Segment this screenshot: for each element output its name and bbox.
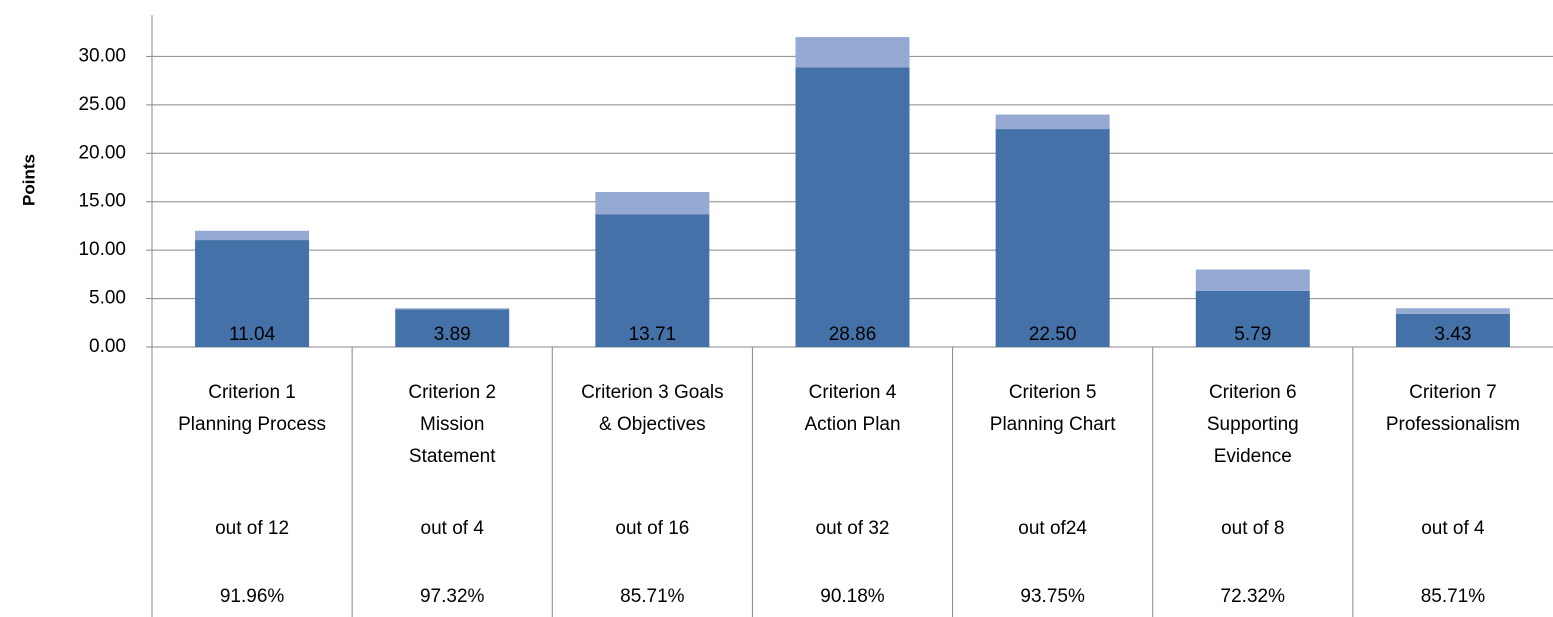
value-label: 28.86	[829, 324, 877, 345]
x-tick-label: Criterion 7	[1409, 382, 1497, 403]
y-tick-label: 20.00	[78, 142, 126, 163]
x-tick-label: & Objectives	[599, 414, 706, 435]
out-of-label: out of24	[1018, 518, 1087, 539]
value-label: 3.43	[1434, 324, 1471, 345]
x-tick-label: Criterion 4	[809, 382, 897, 403]
percent-label: 91.96%	[220, 586, 285, 607]
percent-label: 85.71%	[1421, 586, 1486, 607]
bar-segment	[1195, 290, 1310, 347]
x-tick-label: Supporting	[1207, 414, 1299, 435]
out-of-label: out of 32	[816, 518, 890, 539]
bar-segment	[395, 309, 510, 347]
x-tick-label: Criterion 3 Goals	[581, 382, 724, 403]
x-tick-label: Criterion 5	[1009, 382, 1097, 403]
value-label: 11.04	[229, 324, 276, 345]
value-label: 5.79	[1234, 324, 1271, 345]
out-of-label: out of 4	[1421, 518, 1485, 539]
y-axis-title: Points	[19, 154, 38, 206]
percent-label: 97.32%	[420, 586, 485, 607]
percent-label: 72.32%	[1221, 586, 1286, 607]
bar-segment	[995, 129, 1110, 347]
bar-segment	[395, 308, 510, 310]
x-tick-label: Criterion 2	[408, 382, 496, 403]
y-tick-label: 30.00	[78, 45, 126, 66]
out-of-label: out of 16	[615, 518, 689, 539]
value-label: 3.89	[434, 324, 471, 345]
x-tick-label: Professionalism	[1386, 414, 1520, 435]
out-of-label: out of 12	[215, 518, 289, 539]
y-tick-label: 10.00	[78, 239, 126, 260]
bar-segment	[195, 240, 310, 347]
y-tick-label: 25.00	[78, 94, 126, 115]
percent-label: 85.71%	[620, 586, 685, 607]
bar-segment	[995, 114, 1110, 130]
x-tick-label: Planning Chart	[990, 414, 1116, 435]
x-tick-label: Statement	[409, 446, 496, 467]
bar-segment	[595, 192, 710, 215]
y-tick-label: 0.00	[89, 336, 126, 357]
bar-segment	[1395, 308, 1510, 314]
x-tick-label: Planning Process	[178, 414, 326, 435]
bar-segment	[795, 67, 910, 348]
value-label: 13.71	[629, 324, 677, 345]
x-tick-label: Criterion 1	[208, 382, 296, 403]
bar-segment	[795, 37, 910, 68]
out-of-label: out of 4	[421, 518, 485, 539]
bar-segment	[195, 230, 310, 241]
y-tick-label: 5.00	[89, 288, 126, 309]
bar-segment	[1395, 313, 1510, 347]
x-tick-label: Evidence	[1214, 446, 1292, 467]
percent-label: 90.18%	[820, 586, 885, 607]
out-of-label: out of 8	[1221, 518, 1284, 539]
percent-label: 93.75%	[1020, 586, 1085, 607]
bar-segment	[595, 214, 710, 347]
x-tick-label: Criterion 6	[1209, 382, 1297, 403]
x-tick-label: Action Plan	[804, 414, 900, 435]
value-label: 22.50	[1029, 324, 1077, 345]
x-tick-label: Mission	[420, 414, 484, 435]
y-tick-label: 15.00	[78, 191, 126, 212]
bar-segment	[1195, 269, 1310, 291]
